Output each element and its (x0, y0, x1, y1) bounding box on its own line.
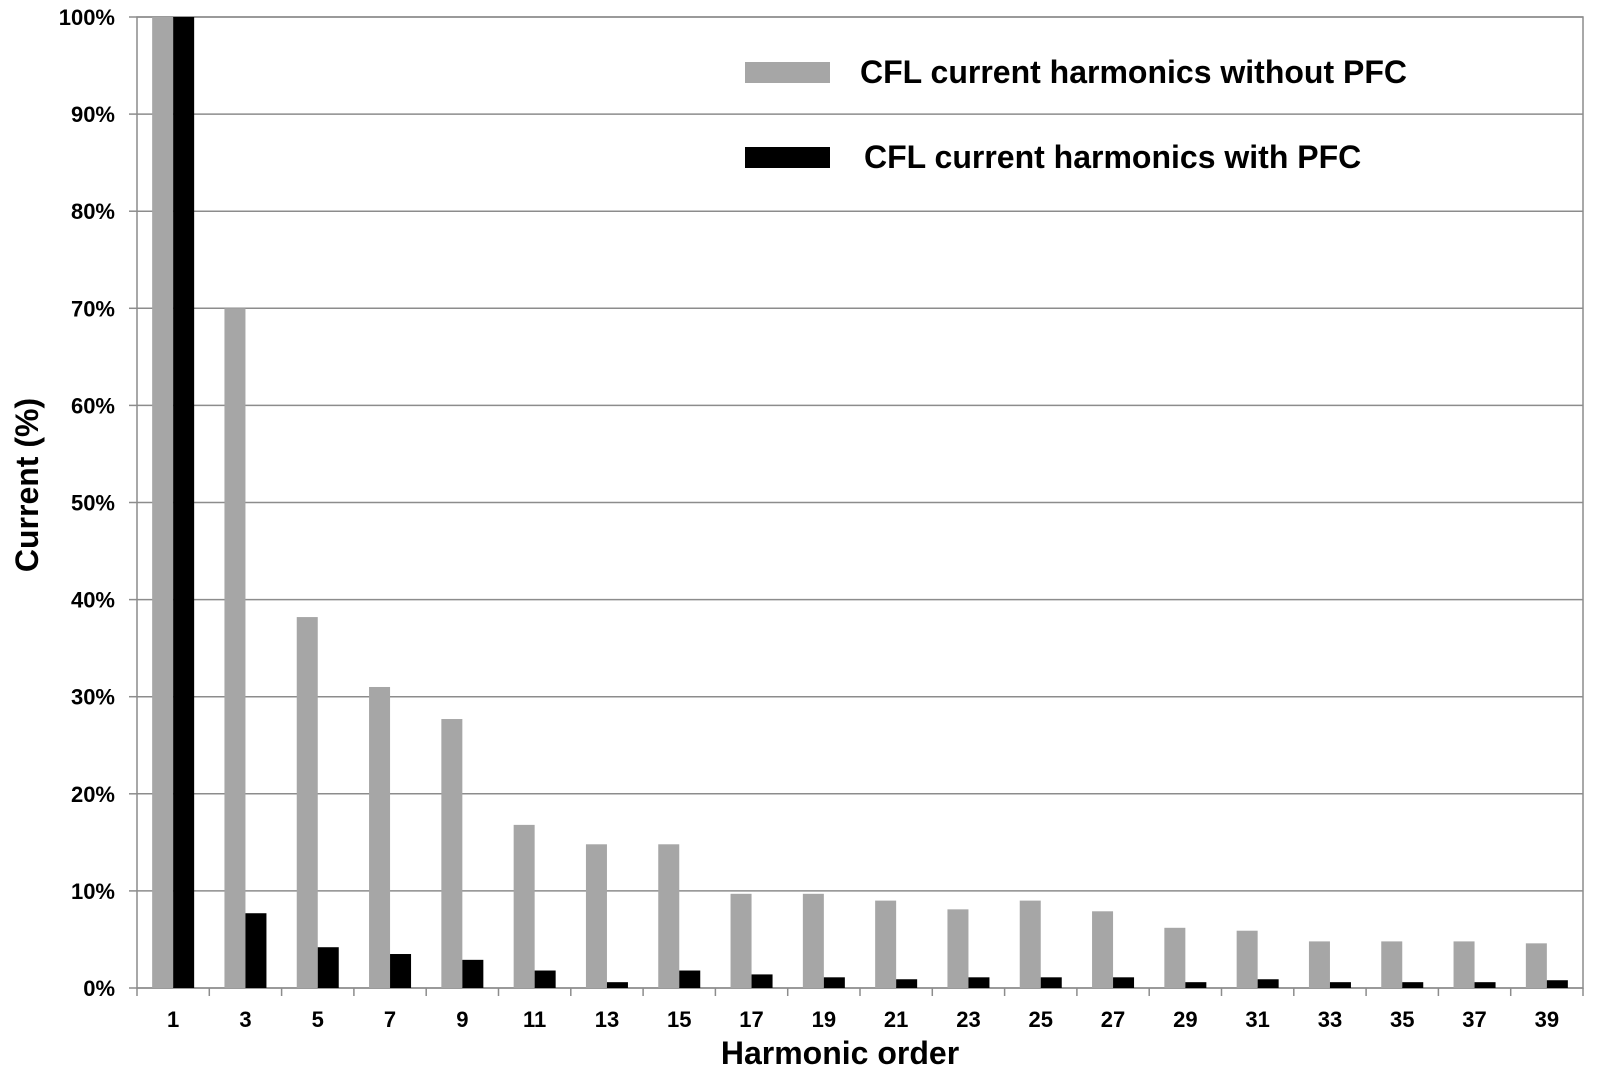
y-tick-label: 90% (71, 102, 115, 127)
y-tick-label: 50% (71, 491, 115, 516)
bar-without-pfc (1525, 943, 1547, 988)
bar-with-pfc (1546, 980, 1568, 988)
y-tick-label: 80% (71, 199, 115, 224)
x-tick-label: 5 (312, 1007, 324, 1032)
bar-with-pfc (968, 977, 990, 988)
bar-without-pfc (1164, 927, 1186, 988)
bar-without-pfc (369, 686, 391, 988)
bars-layer (152, 17, 1568, 988)
legend: CFL current harmonics without PFC CFL cur… (745, 54, 1407, 175)
bar-without-pfc (152, 17, 174, 988)
bar-with-pfc (679, 970, 701, 988)
legend-swatch (745, 147, 830, 168)
bar-without-pfc (1308, 941, 1330, 988)
x-tick-label: 21 (884, 1007, 908, 1032)
x-tick-label: 29 (1173, 1007, 1197, 1032)
x-tick-label: 31 (1245, 1007, 1269, 1032)
bar-with-pfc (1113, 977, 1135, 988)
x-tick-label: 9 (456, 1007, 468, 1032)
y-tick-label: 70% (71, 296, 115, 321)
bar-with-pfc (1329, 982, 1351, 988)
bar-with-pfc (1402, 982, 1424, 988)
bar-with-pfc (1257, 979, 1279, 988)
x-tick-label: 11 (523, 1007, 546, 1032)
bar-without-pfc (1453, 941, 1475, 988)
bar-with-pfc (823, 977, 845, 988)
bar-without-pfc (875, 900, 897, 988)
bar-with-pfc (317, 947, 339, 988)
x-tick-label: 15 (667, 1007, 691, 1032)
bar-without-pfc (1381, 941, 1403, 988)
bar-without-pfc (1092, 911, 1114, 988)
x-tick-label: 7 (384, 1007, 396, 1032)
grid-layer (129, 16, 1584, 996)
y-tick-label: 10% (71, 879, 115, 904)
bar-without-pfc (441, 719, 463, 988)
bar-with-pfc (534, 970, 556, 988)
x-tick-label: 19 (812, 1007, 836, 1032)
x-axis-title: Harmonic order (721, 1035, 959, 1071)
bar-without-pfc (585, 844, 607, 988)
bar-with-pfc (1474, 982, 1496, 988)
x-tick-label: 37 (1462, 1007, 1486, 1032)
bar-with-pfc (173, 17, 195, 988)
y-tick-label: 0% (83, 976, 115, 1001)
x-tick-label: 23 (956, 1007, 980, 1032)
legend-label: CFL current harmonics without PFC (860, 54, 1407, 90)
axis-layer: 0%10%20%30%40%50%60%70%80%90%100%1 3 5 7 9 11… (59, 5, 1559, 1032)
x-tick-label: 27 (1101, 1007, 1125, 1032)
x-tick-label: 25 (1029, 1007, 1053, 1032)
x-tick-label: 3 (239, 1007, 251, 1032)
bar-without-pfc (224, 308, 246, 988)
y-axis-title: Current (%) (9, 398, 45, 572)
bar-with-pfc (390, 954, 412, 988)
y-tick-label: 100% (59, 5, 115, 30)
y-tick-label: 20% (71, 782, 115, 807)
x-tick-label: 1 (167, 1007, 179, 1032)
bar-with-pfc (606, 982, 628, 988)
legend-swatch (745, 62, 830, 83)
y-tick-label: 40% (71, 588, 115, 613)
bar-with-pfc (751, 974, 773, 988)
bar-with-pfc (245, 913, 267, 988)
x-tick-label: 33 (1318, 1007, 1342, 1032)
bar-without-pfc (513, 824, 535, 988)
bar-with-pfc (896, 979, 918, 988)
x-tick-label: 35 (1390, 1007, 1414, 1032)
bar-without-pfc (1019, 900, 1041, 988)
y-tick-label: 30% (71, 685, 115, 710)
bar-without-pfc (658, 844, 680, 988)
bar-without-pfc (296, 617, 318, 988)
bar-without-pfc (730, 893, 752, 988)
x-tick-label: 17 (739, 1007, 763, 1032)
bar-without-pfc (1236, 930, 1258, 988)
x-tick-label: 39 (1535, 1007, 1559, 1032)
bar-without-pfc (802, 893, 824, 988)
x-tick-label: 13 (595, 1007, 619, 1032)
bar-with-pfc (1040, 977, 1062, 988)
bar-without-pfc (947, 909, 969, 988)
bar-with-pfc (1185, 982, 1207, 988)
y-tick-label: 60% (71, 393, 115, 418)
bar-with-pfc (462, 959, 484, 988)
legend-label: CFL current harmonics with PFC (864, 139, 1361, 175)
